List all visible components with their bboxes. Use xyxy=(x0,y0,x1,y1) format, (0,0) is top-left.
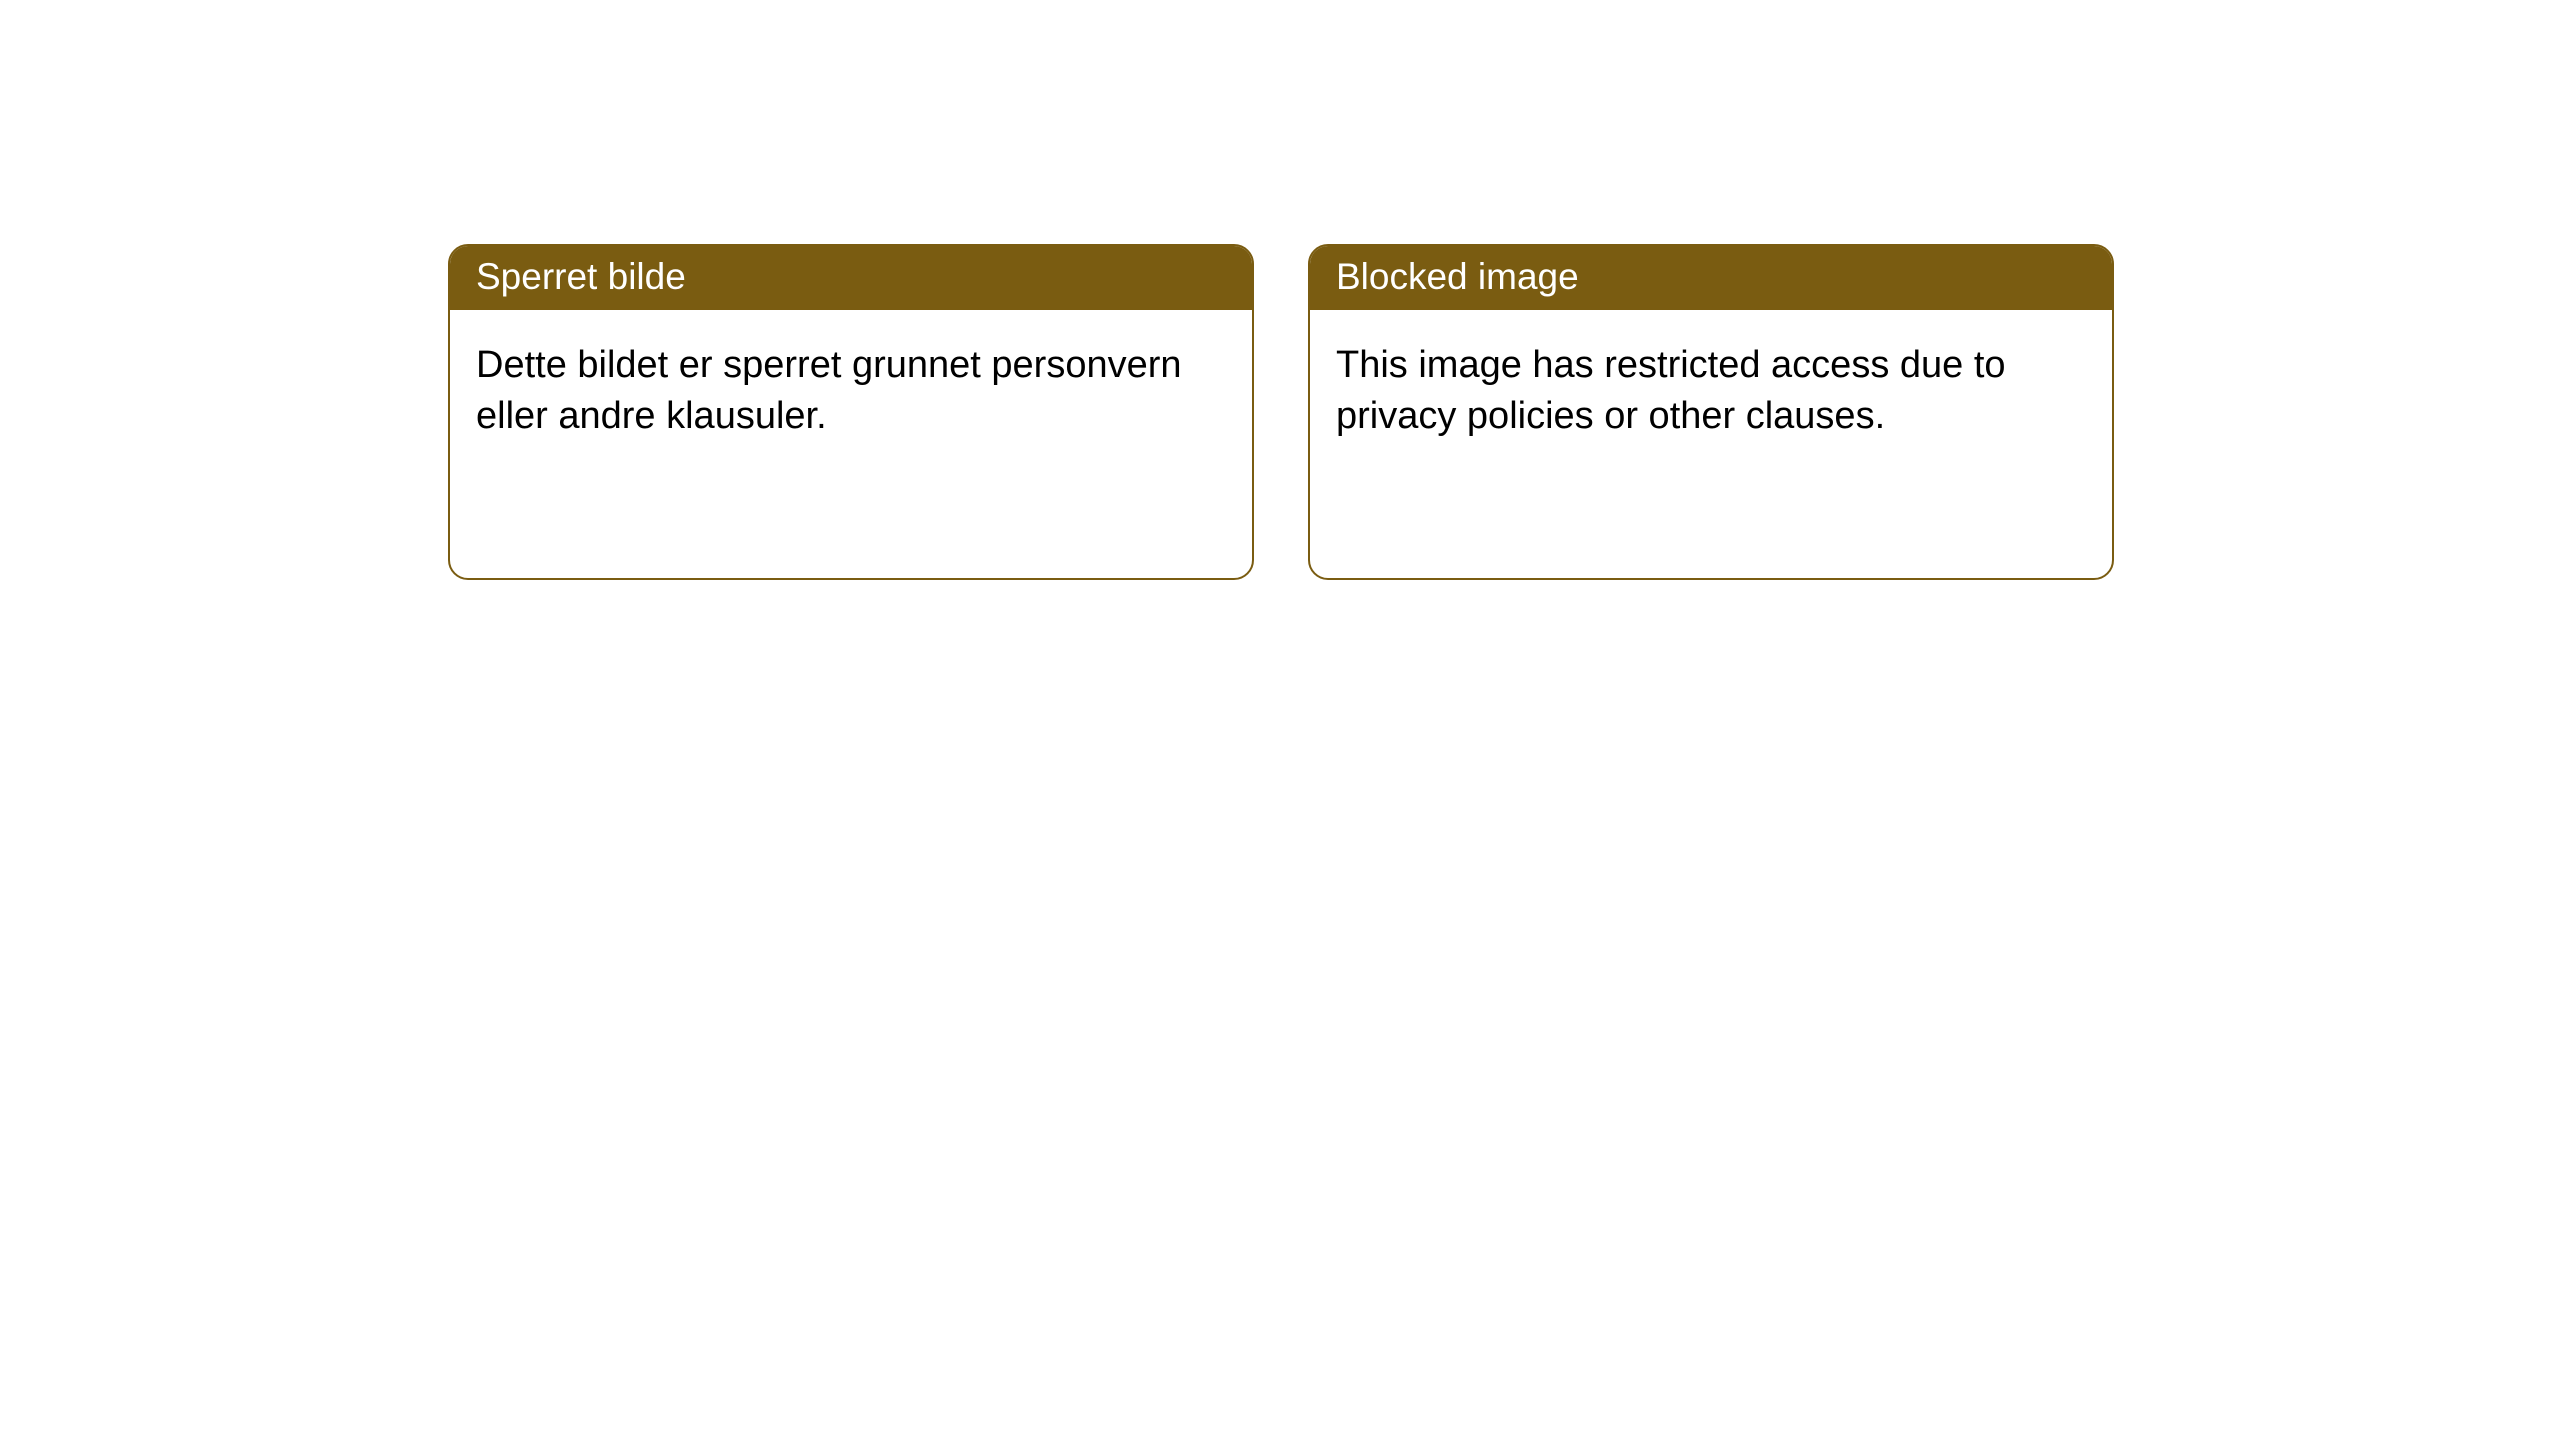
card-body: This image has restricted access due to … xyxy=(1310,310,2112,473)
blocked-image-card-english: Blocked image This image has restricted … xyxy=(1308,244,2114,580)
notice-cards-container: Sperret bilde Dette bildet er sperret gr… xyxy=(0,0,2560,580)
card-header: Sperret bilde xyxy=(450,246,1252,310)
card-body: Dette bildet er sperret grunnet personve… xyxy=(450,310,1252,473)
card-title: Sperret bilde xyxy=(476,256,686,297)
card-header: Blocked image xyxy=(1310,246,2112,310)
card-body-text: This image has restricted access due to … xyxy=(1336,344,2006,437)
card-body-text: Dette bildet er sperret grunnet personve… xyxy=(476,344,1182,437)
blocked-image-card-norwegian: Sperret bilde Dette bildet er sperret gr… xyxy=(448,244,1254,580)
card-title: Blocked image xyxy=(1336,256,1579,297)
